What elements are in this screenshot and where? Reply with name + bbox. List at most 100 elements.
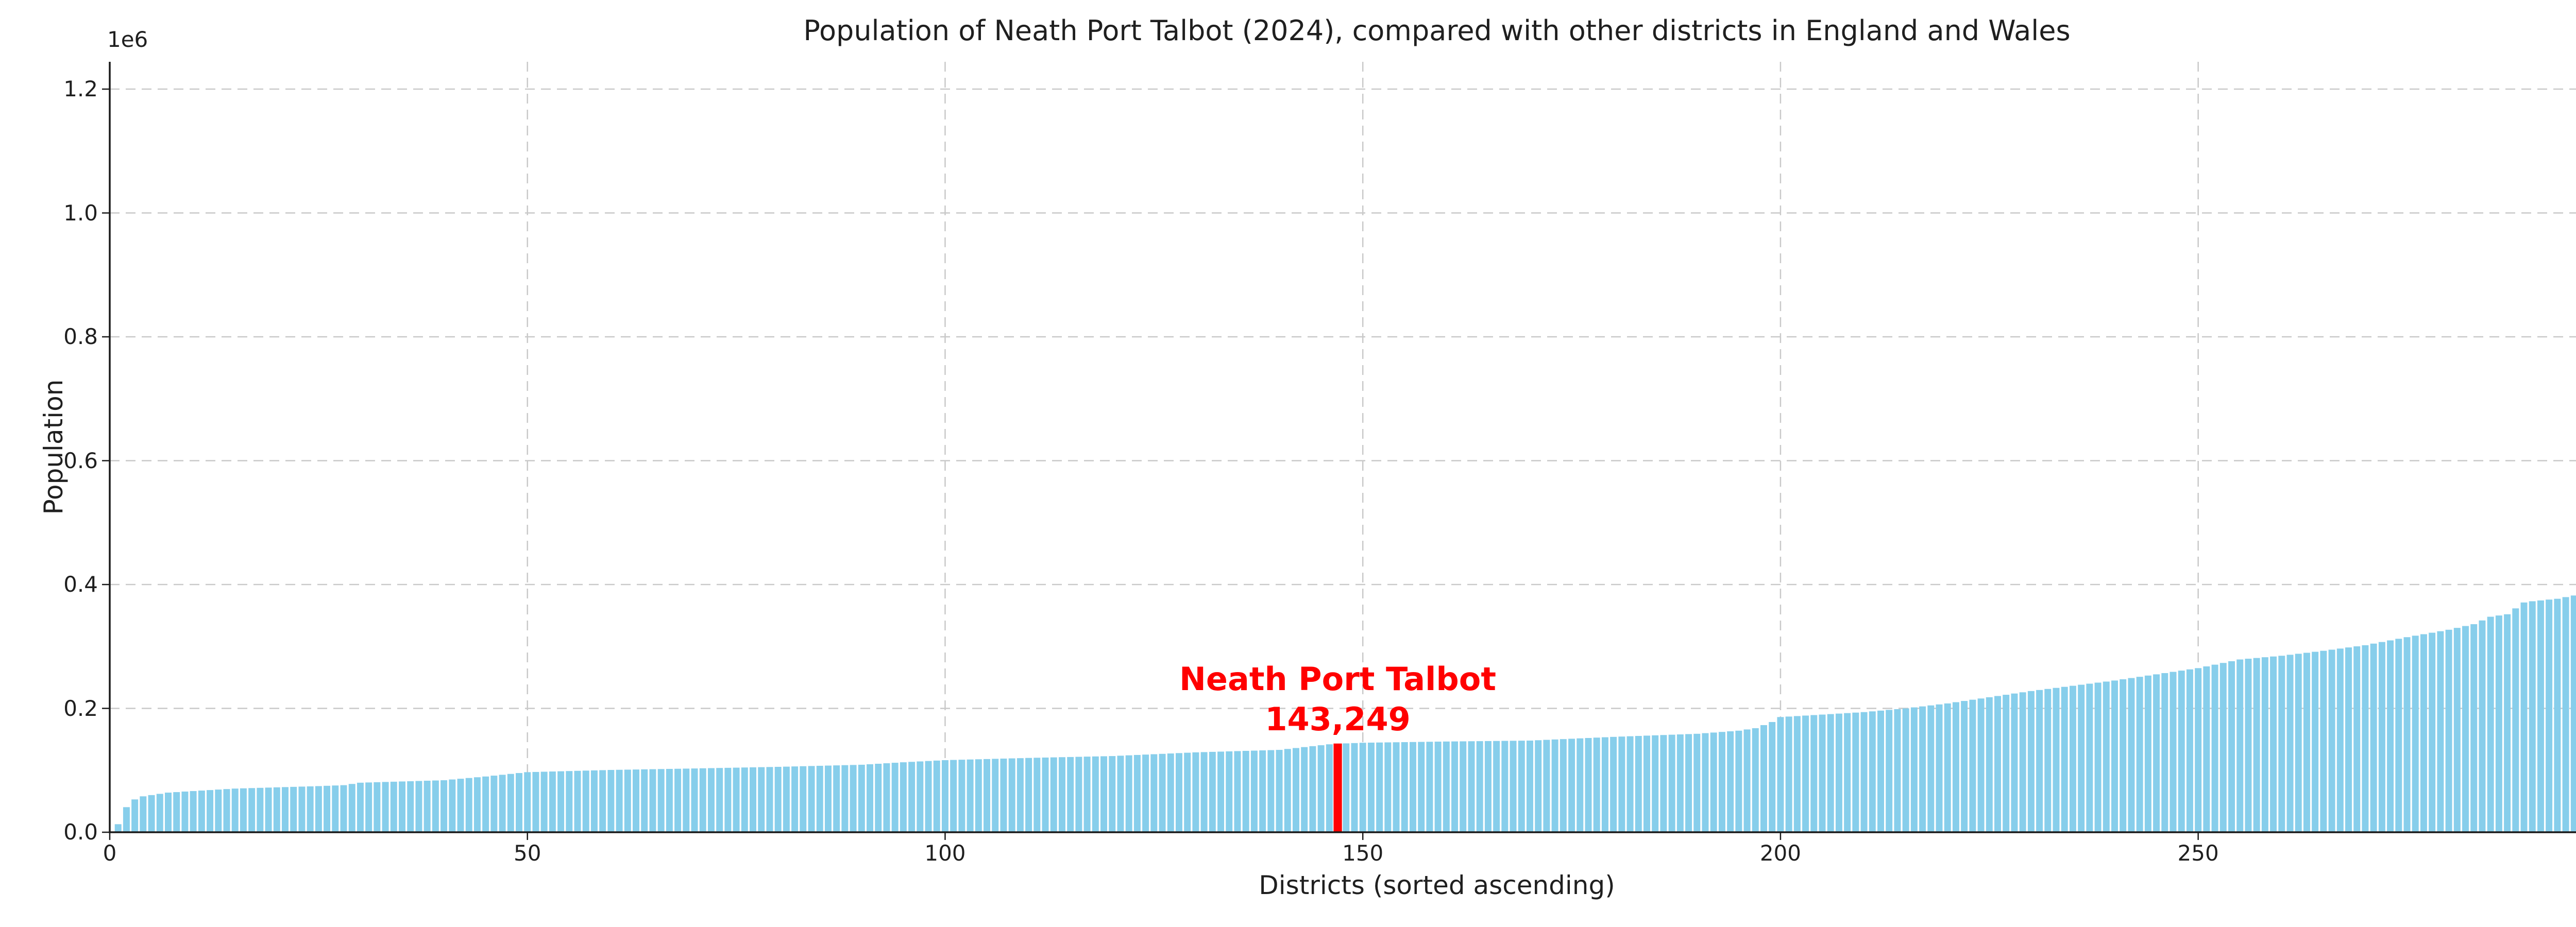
bar xyxy=(1727,731,1734,832)
bar xyxy=(1175,753,1182,832)
bar xyxy=(1852,712,1859,832)
bar xyxy=(2387,640,2394,832)
bar xyxy=(599,770,606,832)
bar xyxy=(1743,729,1751,832)
bar xyxy=(2328,649,2335,832)
bar xyxy=(2395,639,2402,832)
bar xyxy=(666,769,673,832)
bar xyxy=(1526,741,1533,832)
bar xyxy=(758,767,765,832)
bar xyxy=(382,782,389,832)
bar xyxy=(683,768,690,832)
bar xyxy=(449,779,456,832)
bar xyxy=(2504,614,2511,832)
bar xyxy=(1944,703,1951,832)
bar xyxy=(1058,757,1065,832)
bar xyxy=(2019,692,2026,832)
bar xyxy=(2069,685,2076,832)
bar xyxy=(365,782,372,832)
bar xyxy=(207,790,214,832)
bar xyxy=(2429,632,2436,832)
bar xyxy=(2378,642,2385,832)
bar xyxy=(2562,597,2569,832)
bar xyxy=(1301,747,1308,832)
bar xyxy=(1886,710,1893,832)
bar xyxy=(2170,672,2177,832)
bar xyxy=(507,774,514,832)
bar xyxy=(415,781,422,832)
bar xyxy=(1109,756,1116,832)
bar xyxy=(1117,756,1124,832)
bar xyxy=(390,781,397,832)
bar xyxy=(908,762,916,832)
bar xyxy=(566,771,573,832)
bar xyxy=(1668,734,1675,832)
y-tick-label: 0.8 xyxy=(63,324,98,350)
bar xyxy=(473,777,481,832)
bar xyxy=(223,789,230,832)
bar xyxy=(1961,701,1968,832)
bar xyxy=(1718,732,1725,832)
bar xyxy=(181,791,189,832)
bar xyxy=(1577,738,1584,832)
bar xyxy=(2353,646,2361,832)
bar xyxy=(833,765,840,832)
bar xyxy=(307,786,314,832)
bar xyxy=(674,768,682,832)
bar xyxy=(1551,739,1558,832)
bar xyxy=(165,793,172,832)
bar xyxy=(958,760,965,832)
highlight-bar xyxy=(1333,743,1342,832)
bar xyxy=(482,776,489,832)
bar xyxy=(1593,737,1600,832)
bar xyxy=(2011,693,2018,832)
bar xyxy=(1200,752,1208,832)
bar xyxy=(816,765,823,832)
highlight-value: 143,249 xyxy=(1265,700,1411,738)
bar xyxy=(1326,744,1333,832)
bar xyxy=(1769,722,1776,832)
bar xyxy=(1652,735,1659,832)
bar xyxy=(1292,748,1299,832)
bar xyxy=(1317,745,1325,832)
bar xyxy=(741,767,748,832)
bar xyxy=(750,767,757,832)
bar xyxy=(1777,717,1784,832)
bar xyxy=(549,771,556,832)
bar xyxy=(733,767,740,832)
bar xyxy=(532,771,539,832)
bar xyxy=(490,776,498,832)
bar xyxy=(257,787,264,832)
bar xyxy=(1008,758,1015,832)
bar xyxy=(2103,681,2110,832)
bar xyxy=(791,766,799,832)
bar xyxy=(2462,626,2469,832)
bar xyxy=(1359,743,1366,832)
bar xyxy=(2529,601,2536,832)
bar xyxy=(148,795,155,832)
x-tick-label: 200 xyxy=(1759,840,1801,866)
bar xyxy=(2253,658,2260,832)
y-tick-label: 0.2 xyxy=(63,695,98,721)
bar xyxy=(1217,751,1225,832)
x-tick-label: 100 xyxy=(924,840,966,866)
bar xyxy=(2044,689,2052,832)
bar xyxy=(1894,709,1901,832)
bar xyxy=(1760,725,1767,832)
bar xyxy=(984,759,991,832)
bar xyxy=(173,792,180,832)
bar xyxy=(633,769,640,832)
bar xyxy=(2295,654,2302,832)
bar xyxy=(1418,742,1425,832)
bar xyxy=(1050,757,1057,832)
bar xyxy=(1000,759,1007,832)
bar xyxy=(649,769,656,832)
bar xyxy=(1067,757,1074,832)
bar xyxy=(324,785,331,832)
bar xyxy=(1284,749,1291,832)
bar xyxy=(1493,741,1500,832)
bar xyxy=(273,787,280,832)
bar xyxy=(1919,706,1926,832)
y-tick-label: 0.0 xyxy=(63,819,98,845)
